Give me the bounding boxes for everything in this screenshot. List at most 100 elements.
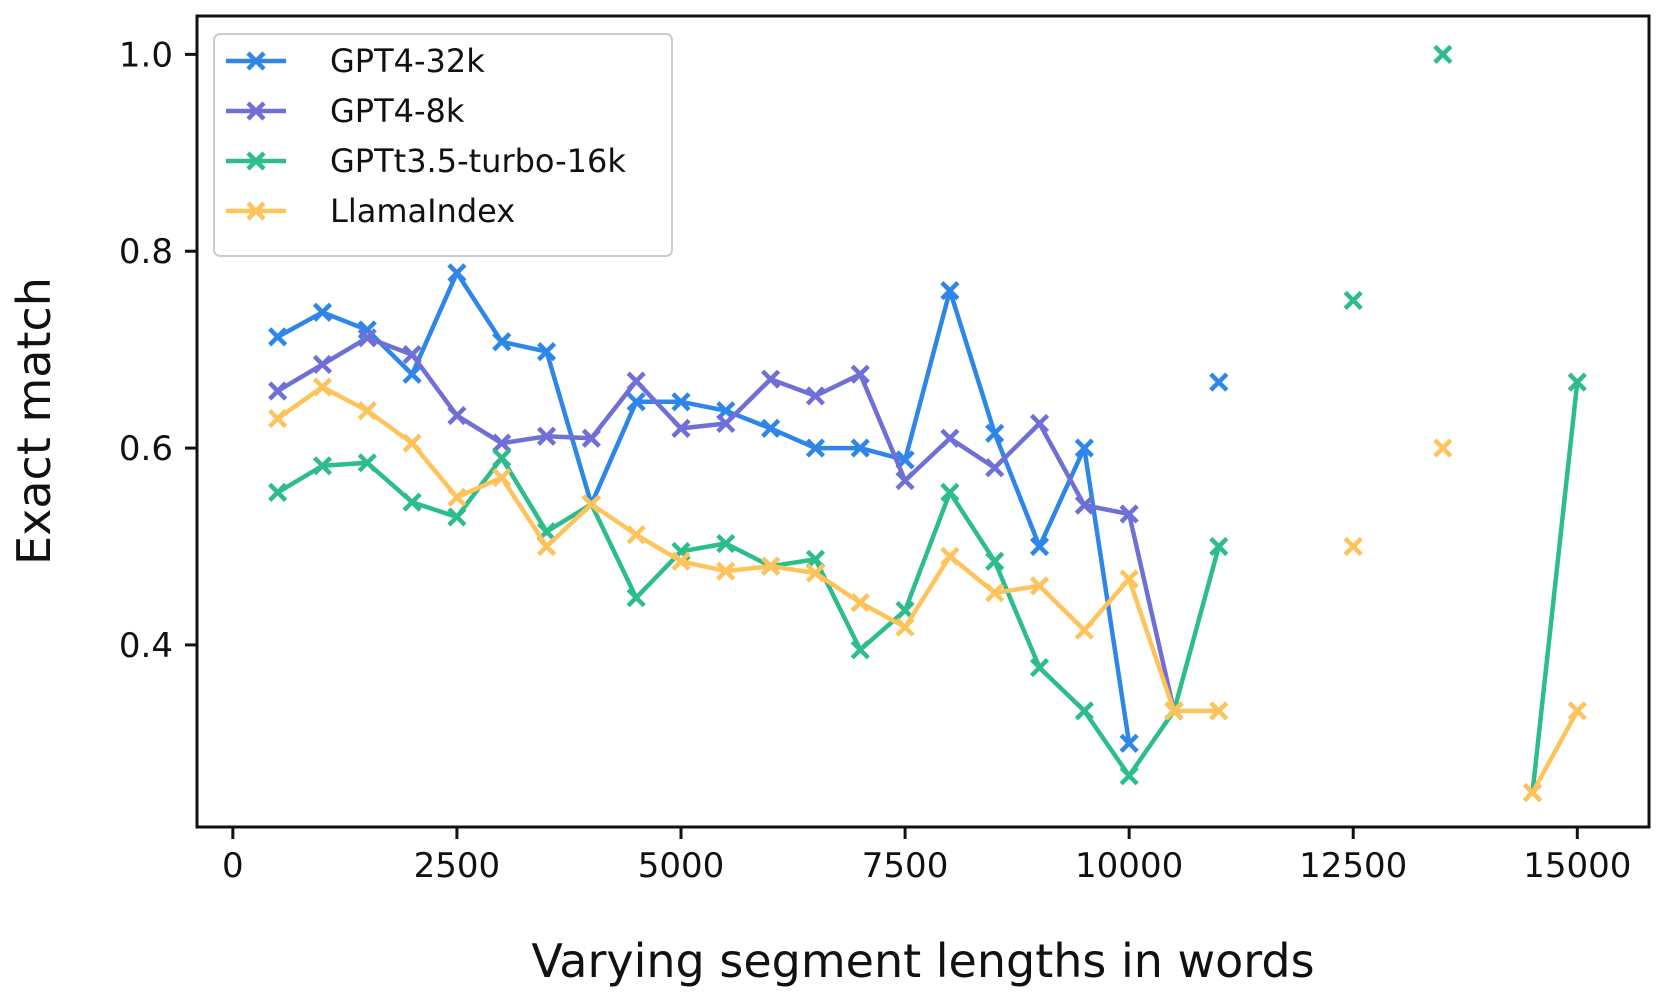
data-point <box>536 536 557 557</box>
data-point <box>1119 766 1139 786</box>
data-point <box>268 482 288 502</box>
y-tick-label: 1.0 <box>119 35 173 75</box>
series-2 <box>268 328 1184 721</box>
data-point <box>1074 620 1094 640</box>
data-point <box>402 344 422 365</box>
data-point <box>1433 44 1453 64</box>
legend-label: GPT4-32k <box>330 42 485 80</box>
data-point <box>1074 438 1094 458</box>
data-point <box>761 418 781 438</box>
series-line <box>1530 381 1580 793</box>
legend-box <box>213 33 673 257</box>
data-point <box>1119 504 1139 524</box>
data-point <box>1567 701 1587 721</box>
series-line <box>276 455 1221 779</box>
data-point <box>447 487 467 507</box>
data-point <box>626 392 646 412</box>
data-point <box>581 428 601 448</box>
legend-label: GPT4-8k <box>330 92 465 130</box>
legend-entry: GPT4-32k <box>226 42 485 80</box>
legend-entry: GPT4-8k <box>226 92 465 130</box>
data-point <box>1433 438 1453 458</box>
data-point <box>985 583 1005 603</box>
x-tick-label: 5000 <box>638 846 725 886</box>
x-axis-ticks: 0 2500 5000 7500 10000 12500 15000 <box>222 827 1631 886</box>
series-line <box>276 384 1219 714</box>
data-point <box>581 494 601 514</box>
legend-entry: LlamaIndex <box>226 192 515 230</box>
data-point <box>626 525 646 545</box>
series-line <box>1530 709 1580 794</box>
y-tick-label: 0.4 <box>119 626 173 666</box>
data-point <box>850 593 870 613</box>
x-tick-label: 0 <box>222 846 244 886</box>
series-line <box>276 335 1177 712</box>
data-point <box>850 364 870 384</box>
data-point <box>850 640 870 660</box>
data-point <box>492 468 512 488</box>
data-point <box>312 377 333 397</box>
data-point <box>940 428 960 448</box>
data-point <box>805 386 826 406</box>
data-point <box>671 551 691 571</box>
data-point <box>985 551 1005 571</box>
data-point <box>895 470 915 491</box>
data-point <box>1119 733 1139 753</box>
data-point <box>447 263 467 283</box>
data-point <box>761 556 781 576</box>
legend-marker <box>246 101 266 121</box>
data-point <box>940 482 960 502</box>
legend-entry: GPTt3.5-turbo-16k <box>226 142 626 180</box>
data-point <box>940 546 960 566</box>
data-point <box>671 418 691 438</box>
y-axis-title: Exact match <box>7 277 61 565</box>
data-point <box>536 342 557 362</box>
legend: GPT4-32k GPT4-8k GPTt3.5-turbo-16k LlamaInd… <box>213 33 673 257</box>
data-point <box>1029 657 1050 678</box>
x-tick-label: 10000 <box>1075 846 1183 886</box>
legend-marker <box>246 151 266 171</box>
series-layer <box>268 44 1587 803</box>
x-axis-title: Varying segment lengths in words <box>531 934 1314 988</box>
data-point <box>447 507 467 527</box>
legend-marker <box>246 201 266 221</box>
data-point <box>716 533 736 554</box>
data-point <box>1029 576 1050 596</box>
data-point <box>357 401 377 421</box>
data-point <box>402 433 422 453</box>
data-point <box>716 561 736 581</box>
legend-marker <box>246 51 266 71</box>
data-point <box>626 588 646 608</box>
data-point <box>268 327 288 347</box>
data-point <box>268 381 288 401</box>
data-point <box>940 281 960 301</box>
y-tick-label: 0.6 <box>119 429 173 469</box>
data-point <box>312 456 333 476</box>
data-point <box>805 563 826 583</box>
data-point <box>492 448 512 468</box>
data-point <box>1029 536 1050 557</box>
data-point <box>312 354 333 375</box>
data-point <box>1074 701 1094 721</box>
plot-frame <box>195 14 1651 829</box>
data-point <box>1343 290 1363 311</box>
data-point <box>1343 536 1363 557</box>
data-point <box>268 408 288 429</box>
data-point <box>1029 413 1050 434</box>
data-point <box>492 433 512 453</box>
data-point <box>895 617 915 637</box>
data-point <box>312 302 333 322</box>
data-point <box>357 453 377 473</box>
data-point <box>805 438 826 458</box>
data-point <box>447 406 467 426</box>
data-point <box>1567 372 1587 392</box>
data-point <box>402 364 422 384</box>
x-tick-label: 12500 <box>1299 846 1407 886</box>
legend-label: LlamaIndex <box>330 192 515 230</box>
data-point <box>1209 701 1229 721</box>
data-point <box>1164 701 1184 721</box>
x-tick-label: 2500 <box>414 846 501 886</box>
data-point <box>1119 569 1139 589</box>
data-point <box>850 438 870 458</box>
